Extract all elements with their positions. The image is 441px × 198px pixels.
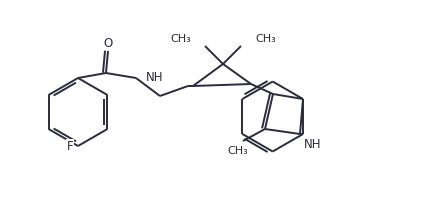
Text: F: F [67, 140, 73, 152]
Text: O: O [103, 36, 112, 50]
Text: CH₃: CH₃ [255, 34, 276, 44]
Text: NH: NH [304, 137, 321, 150]
Text: CH₃: CH₃ [228, 146, 248, 156]
Text: NH: NH [146, 70, 164, 84]
Text: CH₃: CH₃ [170, 34, 191, 44]
